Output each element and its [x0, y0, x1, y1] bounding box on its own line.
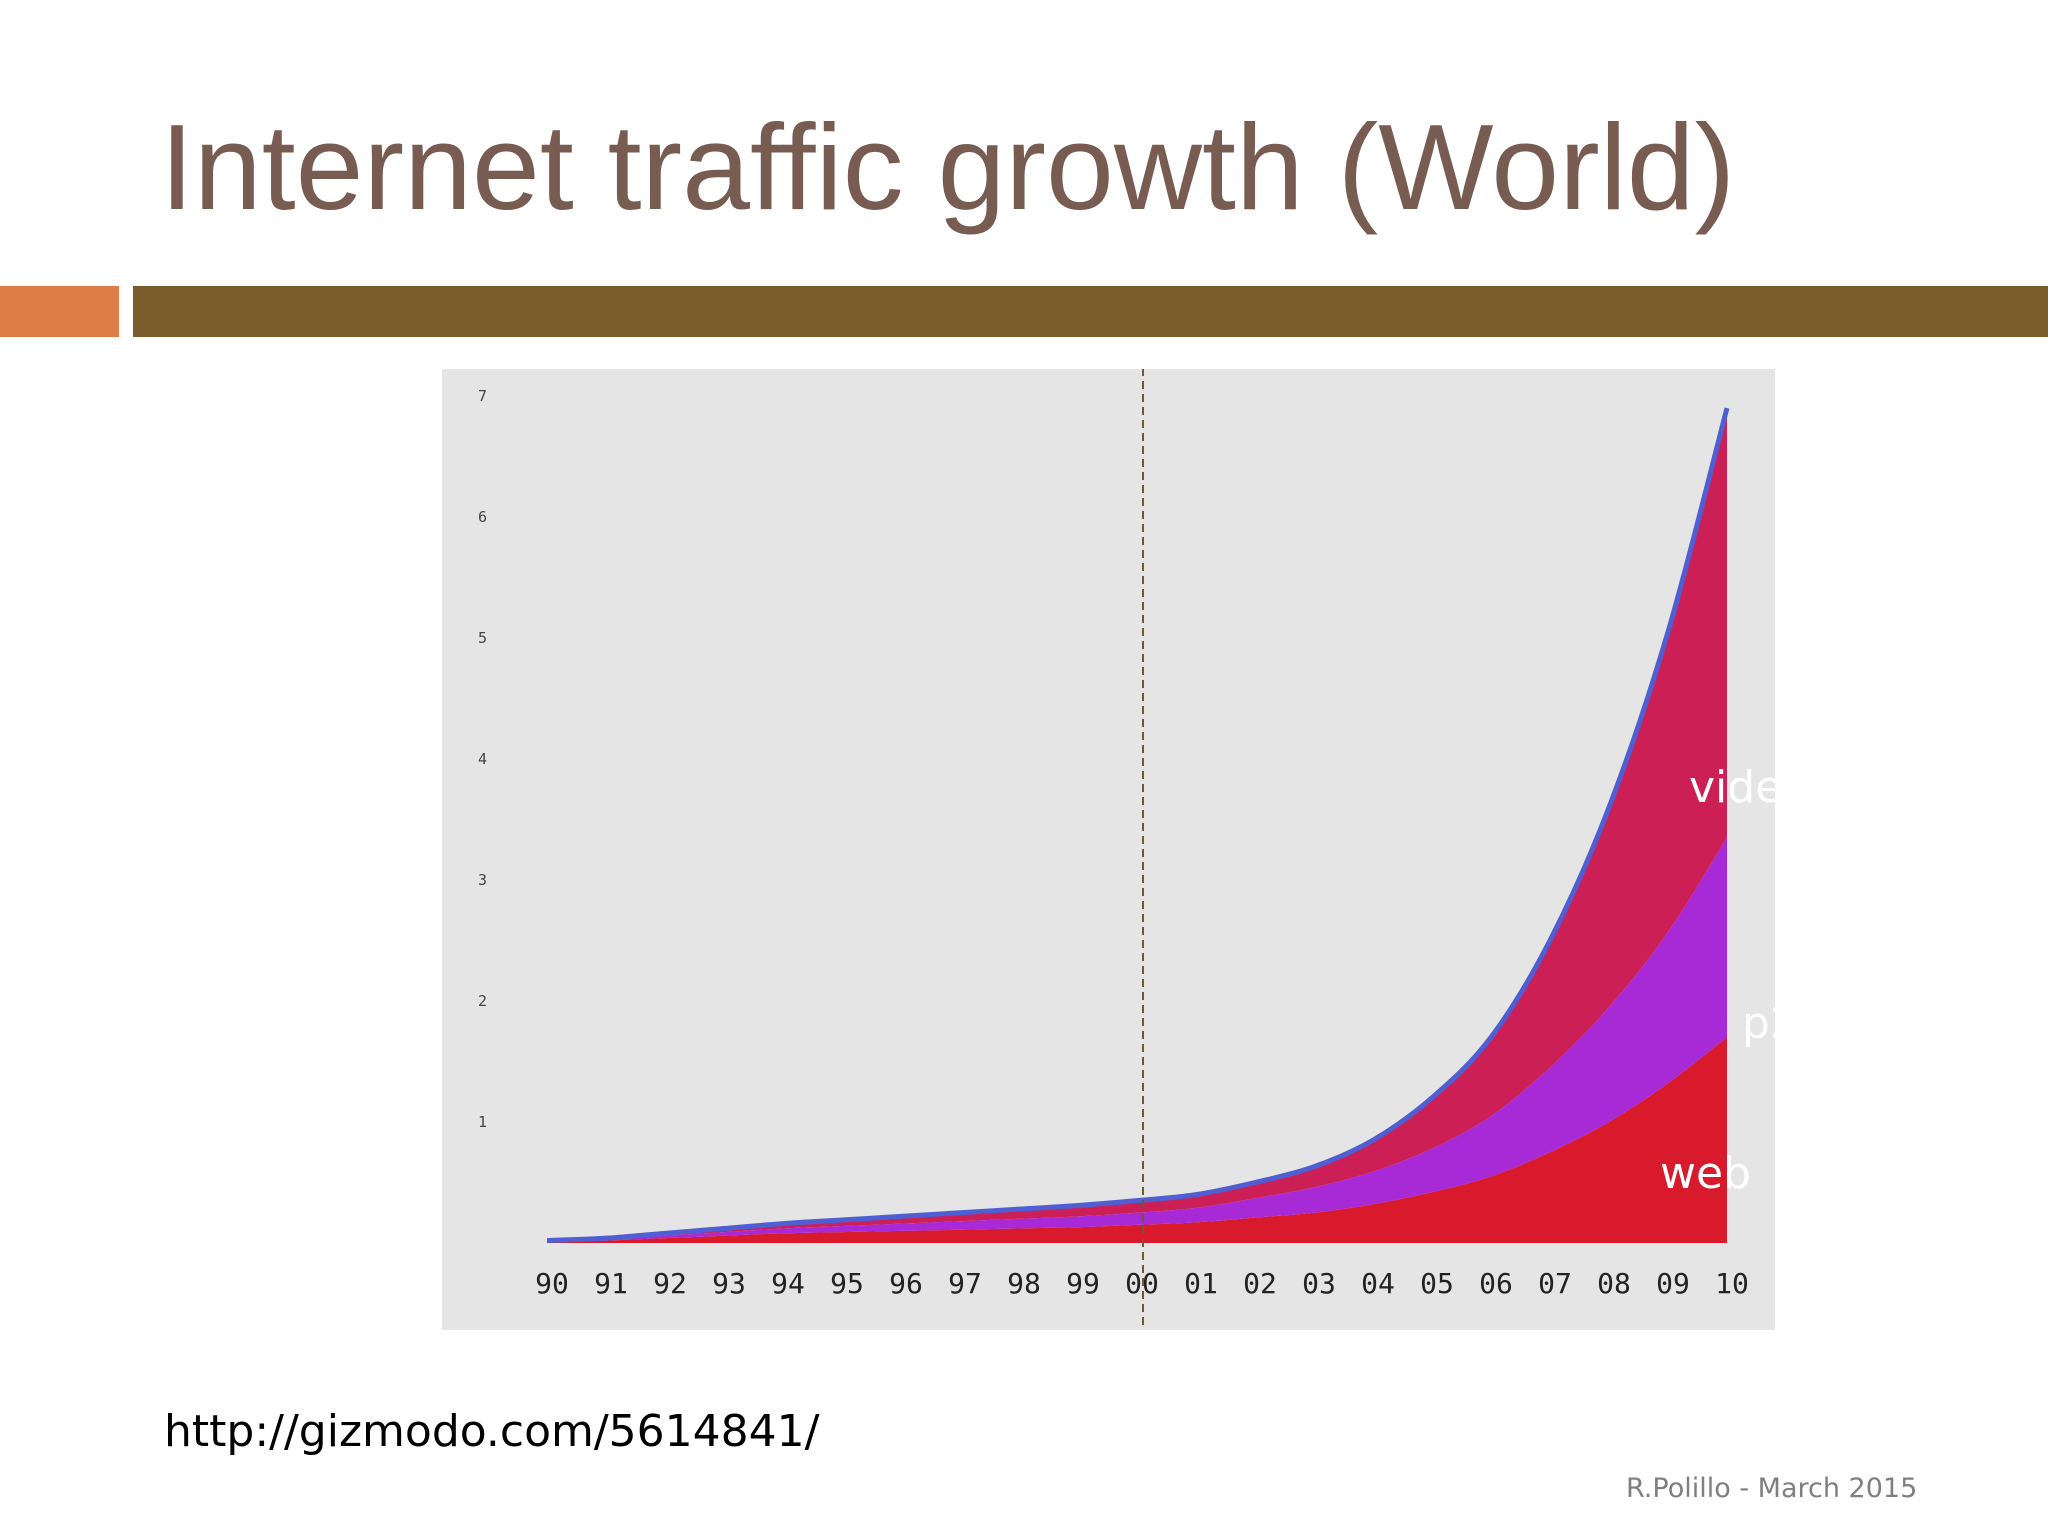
series-label-p2p: p2p [1742, 998, 1775, 1049]
series-label-video: video [1689, 762, 1775, 813]
x-tick-label: 95 [830, 1267, 864, 1300]
x-tick-label: 99 [1066, 1267, 1100, 1300]
x-tick-label: 09 [1656, 1267, 1690, 1300]
y-tick-label: 6 [478, 508, 487, 526]
y-tick-label: 2 [478, 992, 487, 1010]
x-tick-label: 91 [594, 1267, 628, 1300]
area-layers [546, 407, 1730, 1244]
x-tick-label: 01 [1184, 1267, 1218, 1300]
y-tick-label: 3 [478, 871, 487, 889]
x-tick-label: 92 [653, 1267, 687, 1300]
y-tick-label: 5 [478, 629, 487, 647]
x-tick-label: 90 [535, 1267, 569, 1300]
total-outline [546, 407, 1730, 1244]
y-tick-label: 7 [478, 387, 487, 405]
series-label-web: web [1660, 1148, 1751, 1199]
x-tick-label: 10 [1715, 1267, 1749, 1300]
x-tick-label: 04 [1361, 1267, 1395, 1300]
x-tick-label: 96 [889, 1267, 923, 1300]
x-tick-label: 05 [1420, 1267, 1454, 1300]
x-tick-label: 06 [1479, 1267, 1513, 1300]
x-tick-label: 03 [1302, 1267, 1336, 1300]
accent-band-left [0, 286, 119, 337]
footer-credit: R.Polillo - March 2015 [1626, 1473, 1918, 1504]
y-axis-ticks: 1 2 3 4 5 6 7 [478, 387, 487, 1131]
x-tick-label: 97 [948, 1267, 982, 1300]
x-tick-label: 94 [771, 1267, 805, 1300]
x-tick-label: 02 [1243, 1267, 1277, 1300]
slide-title: Internet traffic growth (World) [160, 99, 1736, 235]
source-url[interactable]: http://gizmodo.com/5614841/ [164, 1406, 820, 1457]
accent-band-right [133, 286, 2048, 337]
x-tick-label: 93 [712, 1267, 746, 1300]
y-tick-label: 4 [478, 750, 487, 768]
series-labels: web p2p video [1660, 762, 1775, 1199]
series-web-area [547, 1037, 1727, 1243]
x-tick-label: 07 [1538, 1267, 1572, 1300]
x-tick-label: 98 [1007, 1267, 1041, 1300]
y-tick-label: 1 [478, 1113, 487, 1131]
x-tick-label: 08 [1597, 1267, 1631, 1300]
